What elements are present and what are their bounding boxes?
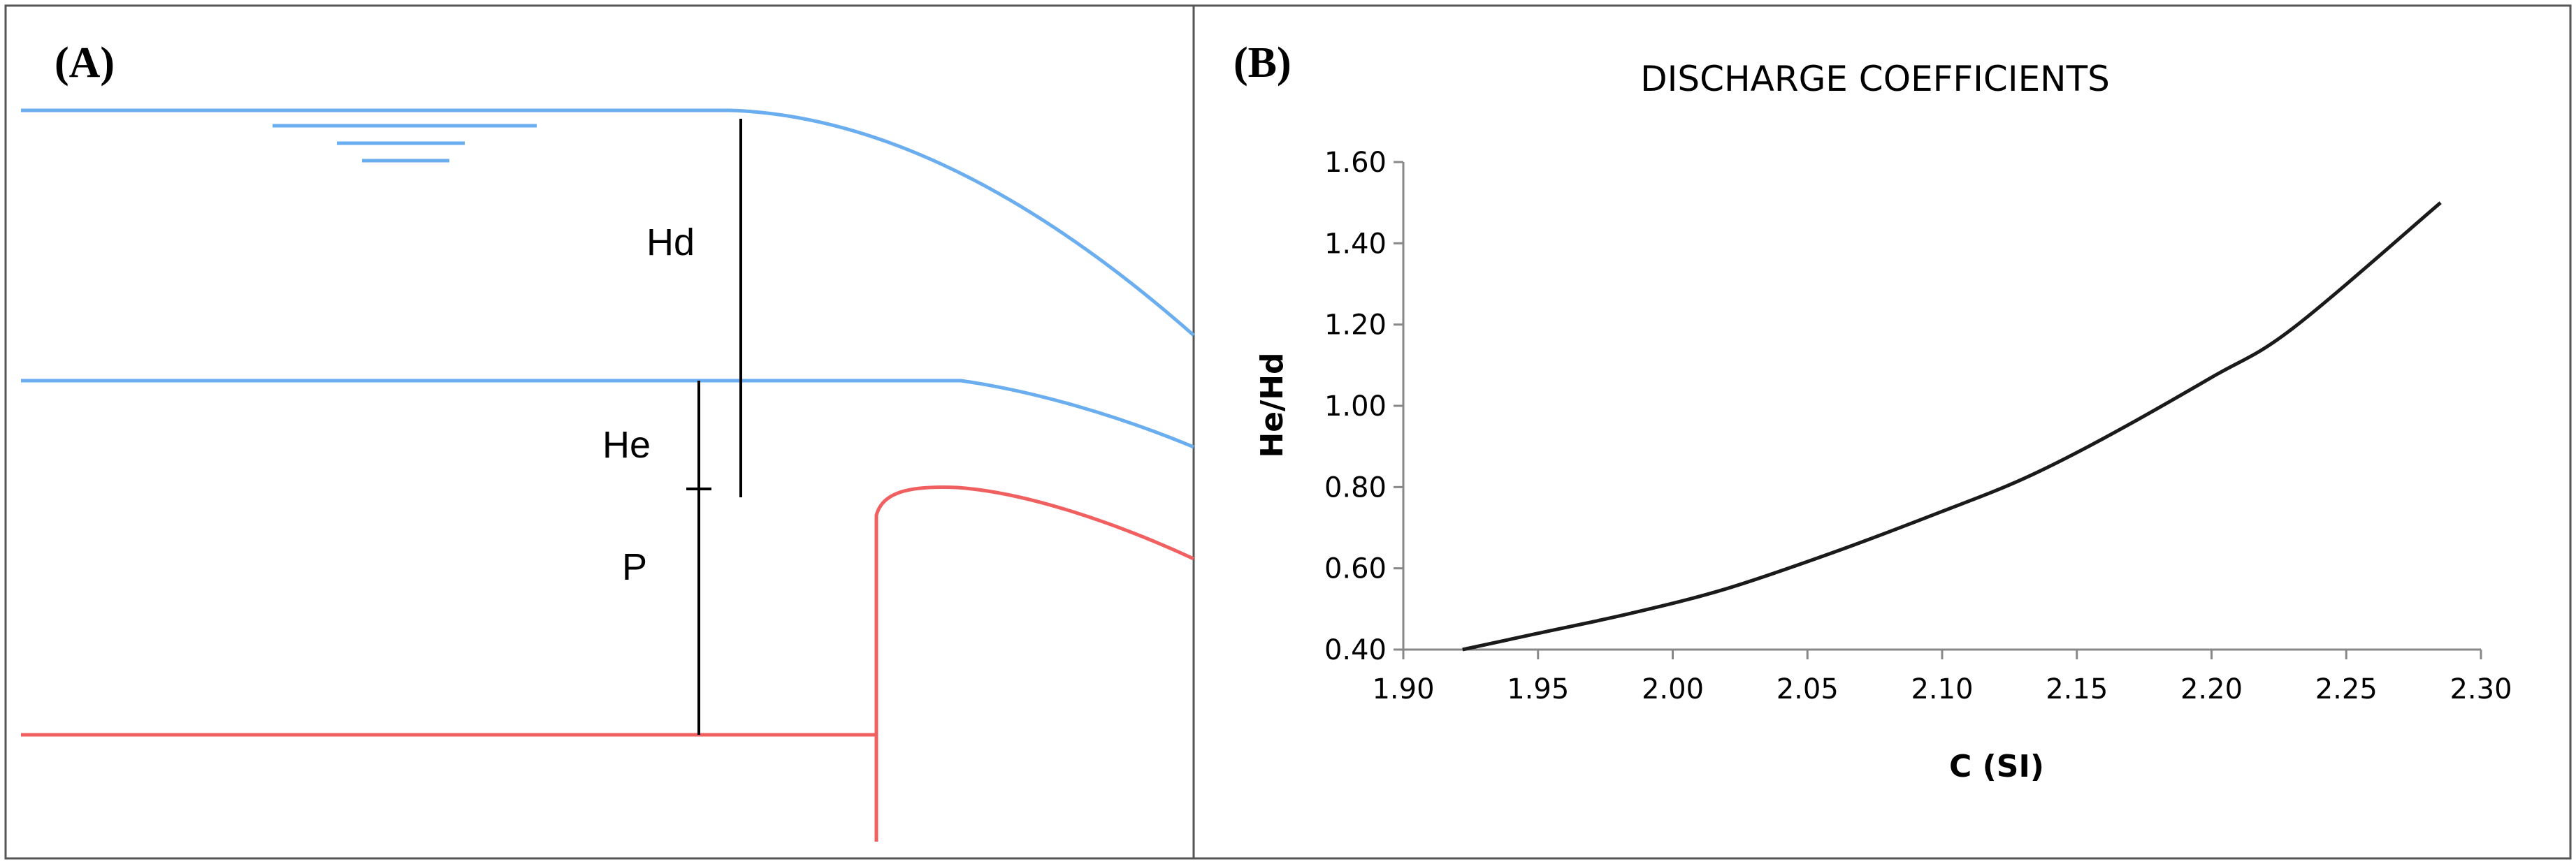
water-surface-lower [21, 379, 1194, 449]
x-tick-label: 2.10 [1911, 673, 1973, 705]
weir-crest [874, 485, 1195, 842]
chart-title: DISCHARGE COEFFICIENTS [1640, 59, 2110, 99]
x-axis-title: C (SI) [1949, 749, 2044, 784]
he-label: He [602, 424, 651, 466]
y-axis-title: He/Hd [1254, 352, 1290, 457]
x-tick-label: 1.95 [1507, 673, 1569, 705]
panel-a: (A) Hd He P [21, 39, 1195, 842]
hd-label: Hd [646, 221, 695, 263]
y-tick-label: 1.00 [1324, 390, 1387, 423]
panel-b-frame [1192, 4, 2572, 860]
x-tick-label: 2.30 [2450, 673, 2512, 705]
series-line [1462, 201, 2442, 652]
y-tick-label: 1.20 [1324, 309, 1387, 342]
y-tick-label: 1.40 [1324, 228, 1387, 260]
y-tick-label: 0.40 [1324, 634, 1387, 666]
plot-area: 0.40 0.60 0.80 1.00 1.20 1.40 1.60 1.90 1.95 2.00… [1324, 147, 2512, 705]
x-tick-label: 2.15 [2046, 673, 2108, 705]
panel-a-label: (A) [55, 39, 115, 87]
x-tick-label: 1.90 [1372, 673, 1434, 705]
y-tick-label: 0.80 [1324, 471, 1387, 504]
panel-b: (B) DISCHARGE COEFFICIENTS 0.40 0.60 0.80 1… [1233, 39, 2512, 784]
panel-a-frame [4, 4, 1195, 860]
p-label: P [622, 546, 647, 588]
x-tick-label: 2.00 [1642, 673, 1704, 705]
y-tick-label: 1.60 [1324, 147, 1387, 179]
x-tick-label: 2.20 [2180, 673, 2243, 705]
y-tick-label: 0.60 [1324, 553, 1387, 585]
panel-b-label: (B) [1233, 39, 1291, 87]
water-surface-upper [21, 108, 1195, 337]
x-tick-label: 2.05 [1777, 673, 1839, 705]
x-tick-label: 2.25 [2315, 673, 2378, 705]
